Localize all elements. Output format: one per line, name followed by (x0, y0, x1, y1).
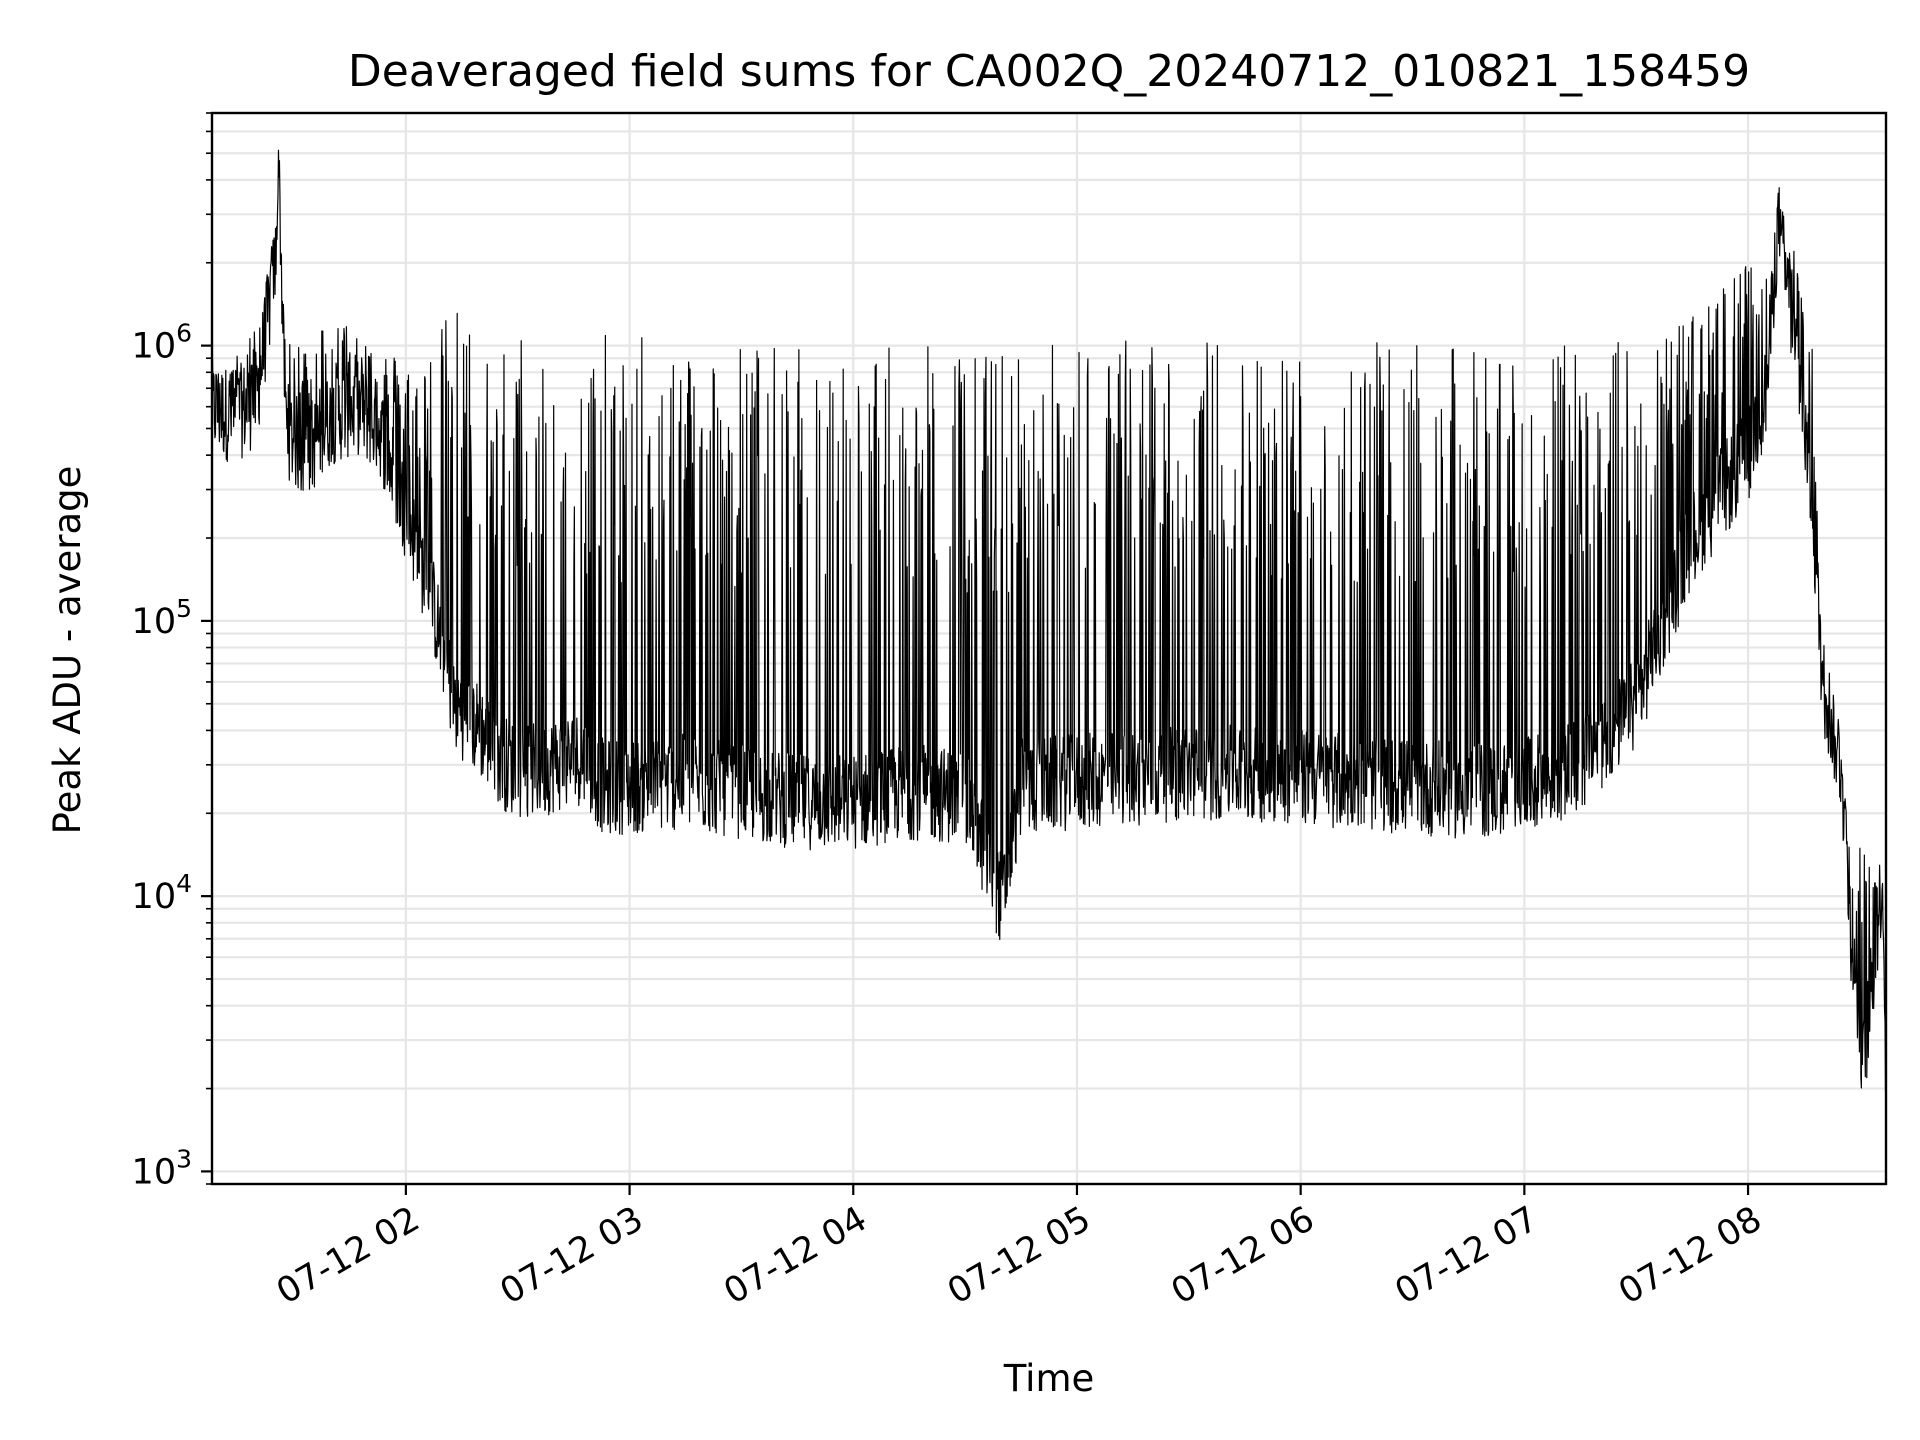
y-axis-label: Peak ADU - average (46, 466, 89, 835)
y-tick-label: 103 (132, 1144, 192, 1192)
plot-frame (210, 111, 1888, 1186)
x-axis: 07-12 02 07-12 03 07-12 04 07-12 05 07-12 06… (270, 1184, 1769, 1312)
series-layer (212, 149, 1886, 1092)
y-tick-label: 105 (132, 594, 192, 642)
x-tick-label: 07-12 05 (941, 1199, 1097, 1312)
x-axis-label: Time (1003, 1357, 1095, 1400)
y-tick-label: 106 (132, 319, 192, 367)
chart-title: Deaveraged field sums for CA002Q_2024071… (348, 46, 1750, 97)
x-tick-label: 07-12 04 (717, 1199, 873, 1312)
x-tick-label: 07-12 03 (494, 1199, 650, 1312)
series-line-0 (212, 149, 1886, 1092)
x-tick-label: 07-12 02 (270, 1199, 426, 1312)
y-tick-label: 104 (132, 869, 192, 917)
x-tick-label: 07-12 07 (1389, 1199, 1545, 1312)
y-axis: 103 104 105 106 (132, 112, 212, 1192)
x-tick-label: 07-12 08 (1612, 1199, 1768, 1312)
x-tick-label: 07-12 06 (1165, 1199, 1321, 1312)
